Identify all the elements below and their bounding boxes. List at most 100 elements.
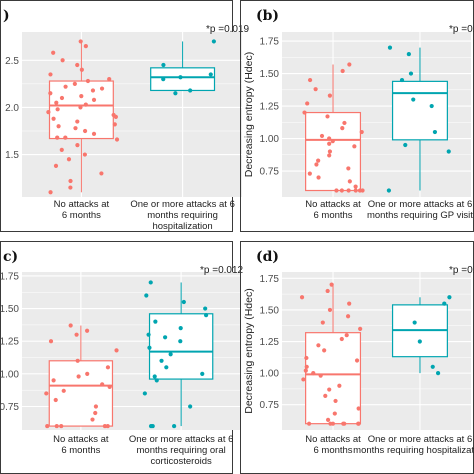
panel-label: (d) (256, 249, 279, 265)
y-tick-label: 1.75 (260, 37, 280, 48)
data-point (316, 158, 321, 163)
data-point (327, 141, 332, 146)
data-point (320, 320, 325, 325)
data-point (150, 423, 155, 429)
data-point (304, 364, 309, 369)
data-point (327, 153, 332, 158)
box-2 (391, 297, 448, 374)
data-point (54, 100, 59, 105)
data-point (358, 326, 363, 331)
data-point (399, 77, 405, 83)
data-point (85, 78, 91, 84)
p-value: *p =0.012 (200, 265, 244, 276)
x-category-line: months requiring oral (137, 445, 226, 456)
x-category-line: No attacks at (305, 434, 361, 445)
y-tick-label: 1.50 (260, 305, 280, 316)
data-point (340, 68, 345, 74)
data-point (208, 72, 213, 77)
data-point (84, 328, 90, 333)
p-value: *p =0.0 (449, 24, 474, 35)
data-point (59, 147, 64, 152)
p-value: *p =0.019 (206, 24, 250, 35)
data-point (403, 142, 408, 148)
data-point (337, 383, 342, 388)
data-point (342, 120, 347, 126)
data-point (200, 371, 205, 376)
x-category-label: One or more attacks at 6 months requiring… (353, 434, 474, 456)
data-point (356, 406, 361, 411)
x-category-line: No attacks at (53, 434, 109, 445)
data-point (68, 178, 73, 184)
data-point (327, 307, 333, 313)
data-point (406, 51, 411, 57)
data-point (172, 423, 177, 429)
data-point (59, 95, 65, 101)
data-point (325, 288, 330, 294)
data-point (322, 348, 327, 353)
box-2 (391, 47, 448, 191)
data-point (325, 417, 331, 422)
data-point (304, 355, 309, 361)
data-point (316, 175, 321, 180)
data-point (307, 171, 312, 176)
data-point (173, 91, 178, 96)
x-category-line: months requiring GP visit (367, 210, 473, 221)
data-point (153, 319, 158, 324)
box-1 (48, 41, 114, 193)
box-body (305, 332, 362, 425)
y-tick-label: 1.00 (0, 369, 19, 380)
data-point (178, 339, 183, 344)
box-1 (305, 64, 362, 192)
data-point (339, 336, 344, 342)
data-point (113, 114, 118, 119)
data-point (107, 77, 112, 82)
data-point (447, 295, 452, 300)
box-body (48, 360, 114, 427)
y-tick-label: 1.5 (5, 150, 19, 161)
data-point (93, 404, 99, 409)
x-category-line: One or more attacks at 6 (368, 199, 473, 210)
data-point (54, 423, 59, 429)
data-point (446, 149, 451, 154)
data-point (164, 365, 169, 370)
data-point (90, 417, 95, 422)
data-point (159, 358, 164, 363)
data-point (311, 371, 316, 376)
data-point (327, 387, 332, 392)
data-point (46, 110, 51, 115)
data-point (61, 388, 66, 393)
data-point (152, 374, 157, 379)
data-point (430, 364, 435, 369)
x-category-label: No attacks at 6 months (54, 199, 110, 221)
panel-label: ) (3, 8, 10, 24)
data-point (148, 280, 153, 285)
p-value: *p =0.0 (449, 265, 474, 276)
data-point (91, 131, 97, 136)
panel-3: 0.75 1.00 1.25 1.50 1.75 No attacks at 6 month… (0, 241, 244, 474)
data-point (411, 97, 416, 102)
x-category-label: No attacks at 6 months (305, 199, 361, 221)
data-point (72, 81, 77, 86)
data-point (323, 393, 328, 398)
data-point (188, 88, 193, 93)
x-category-label: One or more attacks at 6 months requiring… (367, 199, 473, 221)
data-point (178, 75, 183, 80)
data-point (161, 62, 166, 68)
x-category-label: One or more attacks at 6 months requiring… (130, 199, 235, 232)
x-category-line: 6 months (61, 445, 100, 456)
data-point (51, 378, 56, 383)
data-point (319, 133, 325, 139)
y-tick-label: 0.75 (260, 400, 280, 411)
data-point (75, 358, 80, 363)
data-point (211, 39, 216, 44)
data-point (59, 423, 64, 429)
data-point (114, 137, 120, 142)
data-point (144, 293, 149, 298)
data-point (412, 320, 417, 325)
y-tick-label: 1.75 (0, 271, 19, 282)
data-point (66, 157, 72, 162)
y-tick-label: 1.25 (260, 337, 280, 348)
box-body (305, 111, 362, 192)
data-point (356, 421, 361, 426)
